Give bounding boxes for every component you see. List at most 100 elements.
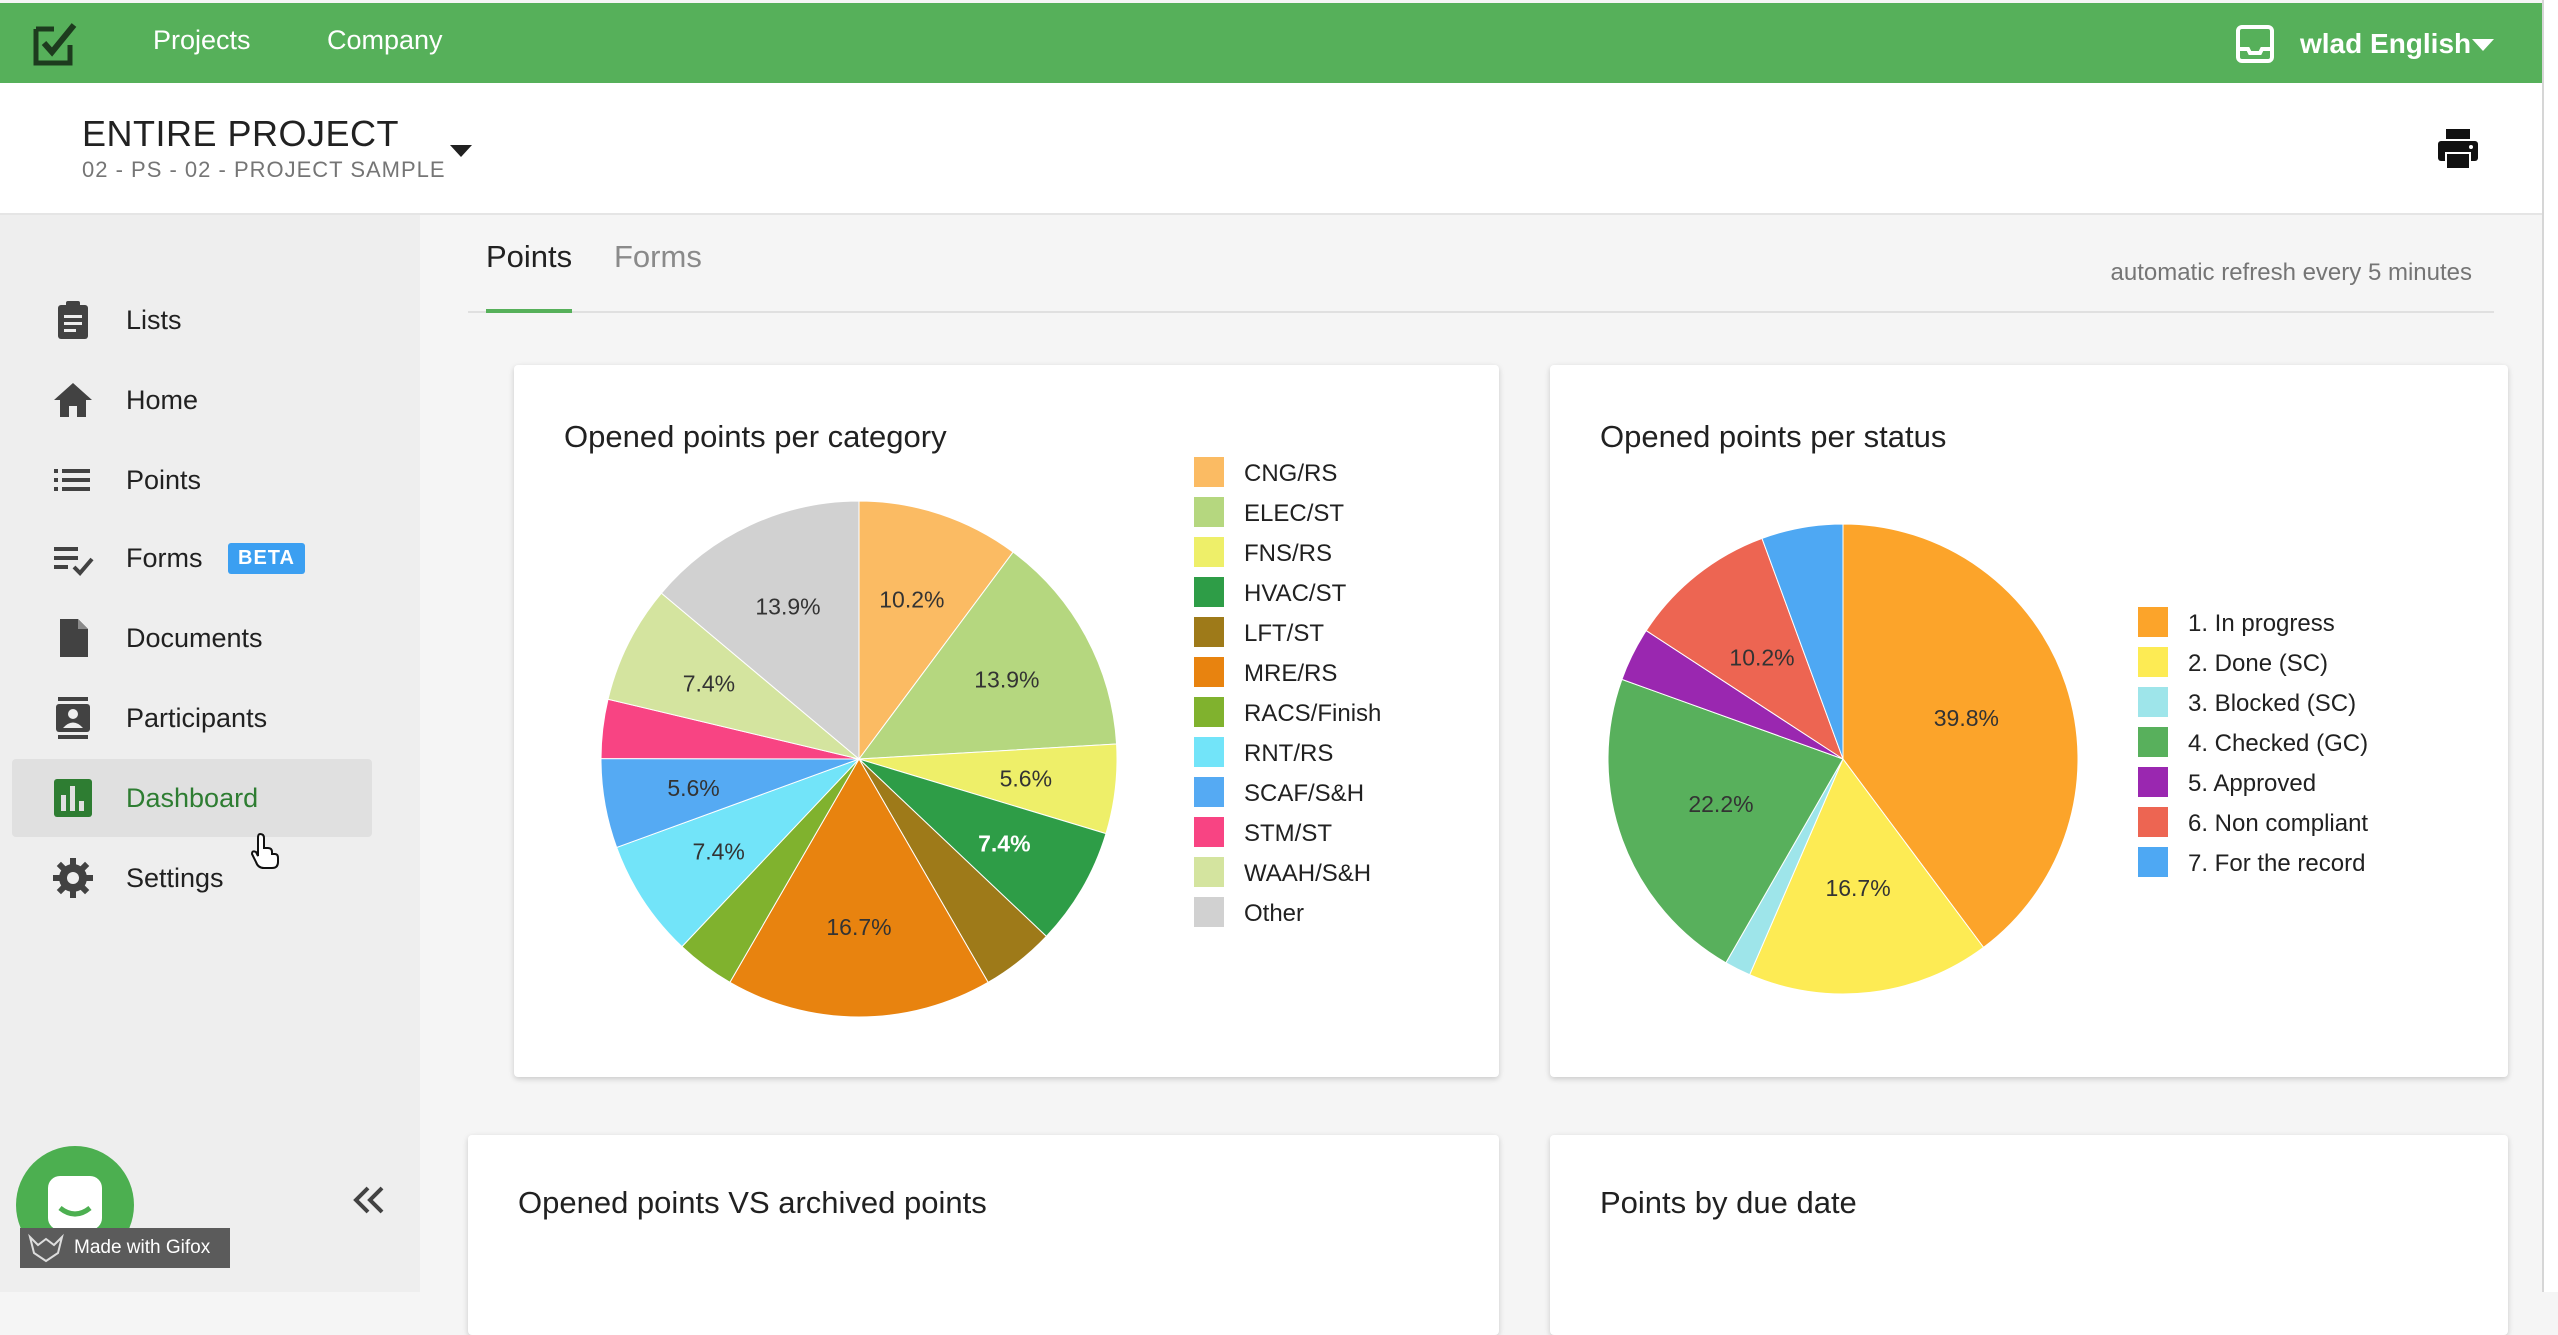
legend-label[interactable]: MRE/RS xyxy=(1244,660,1337,687)
legend-label[interactable]: 5. Approved xyxy=(2188,770,2316,797)
archived-chart-title: Opened points VS archived points xyxy=(518,1185,987,1220)
pie-slice-mre-rs[interactable] xyxy=(729,758,989,1018)
nav-projects-link[interactable]: Projects xyxy=(153,25,251,55)
sidebar-item-label: Documents xyxy=(126,622,263,653)
chevron-down-icon[interactable] xyxy=(2472,39,2494,51)
bar-chart-icon xyxy=(54,779,92,817)
tab-points[interactable]: Points xyxy=(486,239,573,313)
pie-data-label: 13.9% xyxy=(974,666,1039,692)
project-header: ENTIRE PROJECT 02 - PS - 02 - PROJECT SA… xyxy=(0,83,2542,215)
legend-swatch[interactable] xyxy=(1194,537,1224,567)
app-logo-icon[interactable] xyxy=(30,19,80,69)
pie-slice-7-for-the-record[interactable] xyxy=(1761,523,1844,760)
legend-label[interactable]: RACS/Finish xyxy=(1244,700,1381,727)
sidebar-item-participants[interactable]: Participants xyxy=(12,679,372,757)
legend-swatch[interactable] xyxy=(1194,897,1224,927)
legend-label[interactable]: RNT/RS xyxy=(1244,740,1333,767)
sidebar-item-points[interactable]: Points xyxy=(12,441,372,519)
legend-label[interactable]: HVAC/ST xyxy=(1244,580,1347,607)
sidebar-item-label: Home xyxy=(126,384,199,415)
pie-slice-other[interactable] xyxy=(660,500,860,761)
inbox-icon[interactable] xyxy=(2236,25,2274,63)
legend-label[interactable]: 2. Done (SC) xyxy=(2188,650,2328,677)
legend-swatch[interactable] xyxy=(2138,607,2168,637)
legend-swatch[interactable] xyxy=(1194,777,1224,807)
legend-swatch[interactable] xyxy=(2138,807,2168,837)
contacts-icon xyxy=(56,697,90,739)
legend-swatch[interactable] xyxy=(1194,737,1224,767)
status-chart-card: Opened points per status 39.8% 16.7% 22.2%… xyxy=(1550,365,2508,1077)
project-dropdown-icon[interactable] xyxy=(450,145,472,157)
legend-swatch[interactable] xyxy=(1194,457,1224,487)
archived-chart-card: Opened points VS archived points xyxy=(468,1135,1499,1335)
legend-swatch[interactable] xyxy=(1194,497,1224,527)
legend-label[interactable]: Other xyxy=(1244,900,1304,927)
tab-bar: Points Forms automatic refresh every 5 m… xyxy=(468,215,2494,313)
legend-label[interactable]: 6. Non compliant xyxy=(2188,810,2368,837)
clipboard-icon xyxy=(58,301,88,339)
sidebar-item-home[interactable]: Home xyxy=(12,361,372,439)
nav-company-link[interactable]: Company xyxy=(327,25,443,55)
pie-slice-4-checked-gc-[interactable] xyxy=(1607,678,1844,964)
legend-label[interactable]: ELEC/ST xyxy=(1244,500,1344,527)
legend-swatch[interactable] xyxy=(1194,817,1224,847)
project-subtitle: 02 - PS - 02 - PROJECT SAMPLE xyxy=(82,157,446,182)
auto-refresh-note: automatic refresh every 5 minutes xyxy=(2110,259,2473,286)
legend-swatch[interactable] xyxy=(2138,727,2168,757)
sidebar: Lists Home Points Forms BETA Documents xyxy=(0,215,420,1292)
sidebar-item-lists[interactable]: Lists xyxy=(12,281,372,359)
legend-label[interactable]: WAAH/S&H xyxy=(1244,860,1371,887)
legend-swatch[interactable] xyxy=(2138,647,2168,677)
pie-slice-rnt-rs[interactable] xyxy=(615,758,860,948)
top-bar: Projects Company wlad English xyxy=(0,3,2542,83)
list-icon xyxy=(54,469,90,491)
legend-label[interactable]: 1. In progress xyxy=(2188,610,2335,637)
sidebar-item-documents[interactable]: Documents xyxy=(12,599,372,677)
pie-data-label: 16.7% xyxy=(1825,875,1890,901)
gifox-label: Made with Gifox xyxy=(74,1237,211,1258)
legend-label[interactable]: 4. Checked (GC) xyxy=(2188,730,2368,757)
legend-label[interactable]: CNG/RS xyxy=(1244,460,1337,487)
legend-swatch[interactable] xyxy=(1194,857,1224,887)
pie-data-label: 13.9% xyxy=(755,594,820,620)
legend-label[interactable]: 3. Blocked (SC) xyxy=(2188,690,2356,717)
legend-swatch[interactable] xyxy=(2138,847,2168,877)
pie-slice-hvac-st[interactable] xyxy=(858,758,1107,938)
checklist-icon xyxy=(54,547,94,576)
legend-swatch[interactable] xyxy=(1194,697,1224,727)
print-icon[interactable] xyxy=(2436,127,2480,171)
pie-slice-cng-rs[interactable] xyxy=(858,500,1014,761)
sidebar-item-forms[interactable]: Forms BETA xyxy=(12,519,372,597)
legend-label[interactable]: STM/ST xyxy=(1244,820,1332,847)
collapse-sidebar-icon[interactable] xyxy=(348,1180,388,1220)
status-pie-chart: 39.8% 16.7% 22.2% 10.2% 1. In progress 2. Don… xyxy=(1607,523,2368,995)
legend-label[interactable]: LFT/ST xyxy=(1244,620,1324,647)
legend-swatch[interactable] xyxy=(1194,657,1224,687)
beta-badge: BETA xyxy=(228,542,305,574)
sidebar-item-label: Settings xyxy=(126,862,224,893)
legend-swatch[interactable] xyxy=(2138,767,2168,797)
tab-forms[interactable]: Forms xyxy=(614,239,702,274)
pie-data-label: 5.6% xyxy=(667,775,719,801)
legend-swatch[interactable] xyxy=(1194,577,1224,607)
pie-slice-waah-s-h[interactable] xyxy=(607,592,860,760)
user-menu-name[interactable]: wlad English xyxy=(2300,28,2472,59)
legend-label[interactable]: FNS/RS xyxy=(1244,540,1332,567)
sidebar-item-label: Forms xyxy=(126,542,203,573)
legend-swatch[interactable] xyxy=(2138,687,2168,717)
pie-data-label: 7.4% xyxy=(683,671,735,697)
pie-slice-elec-st[interactable] xyxy=(857,551,1118,760)
pie-data-label: 16.7% xyxy=(826,914,891,940)
sidebar-item-dashboard[interactable]: Dashboard xyxy=(12,759,372,837)
sidebar-item-settings[interactable]: Settings xyxy=(12,839,372,917)
legend-label[interactable]: 7. For the record xyxy=(2188,850,2365,877)
mouse-cursor-icon xyxy=(250,832,279,869)
legend-label[interactable]: SCAF/S&H xyxy=(1244,780,1364,807)
sidebar-item-label: Points xyxy=(126,464,202,495)
pie-slice-2-done-sc-[interactable] xyxy=(1749,758,1985,995)
project-title[interactable]: ENTIRE PROJECT xyxy=(82,113,400,154)
legend-swatch[interactable] xyxy=(1194,617,1224,647)
pie-data-label: 5.6% xyxy=(1000,766,1052,792)
pie-slice-6-non-compliant[interactable] xyxy=(1645,537,1844,761)
pie-slice-1-in-progress[interactable] xyxy=(1842,523,2079,949)
